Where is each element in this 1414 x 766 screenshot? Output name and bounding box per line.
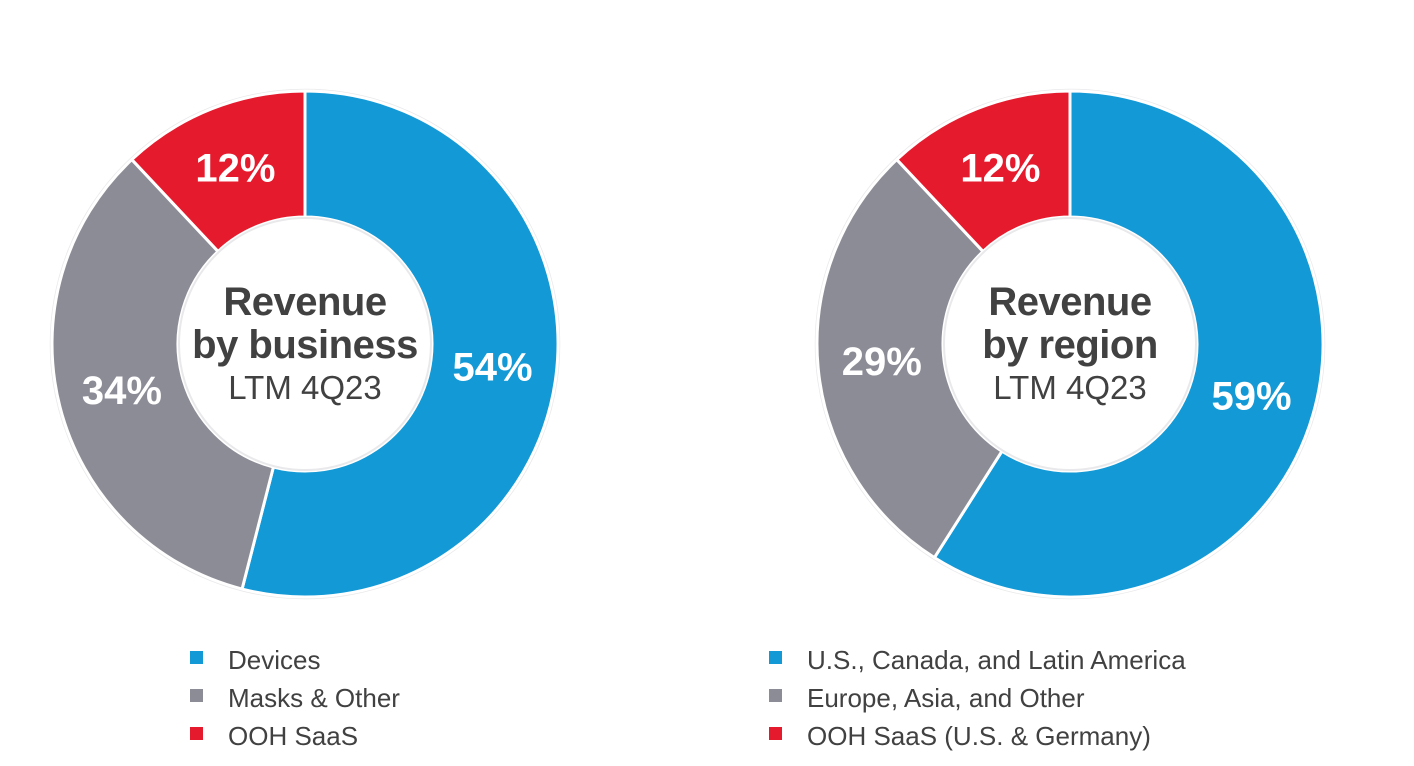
legend-label: OOH SaaS <box>228 721 359 751</box>
legend-marker-square <box>769 689 782 702</box>
legend-item-devices: Devices <box>190 646 400 675</box>
legend-marker-square <box>190 651 203 664</box>
legend-item-europe-asia-other: Europe, Asia, and Other <box>769 684 1186 713</box>
donut-inner-halo <box>178 217 432 471</box>
slice-percent-label-ooh-saas-u-s-germany: 12% <box>960 146 1040 190</box>
legend-marker-square <box>190 727 203 740</box>
legend-label: Europe, Asia, and Other <box>807 683 1085 713</box>
donut-slice-europe-asia-and-other <box>815 158 1004 560</box>
legend-label: Devices <box>228 645 321 675</box>
slice-percent-label-europe-asia-and-other: 29% <box>842 340 922 384</box>
legend-label: U.S., Canada, and Latin America <box>807 645 1186 675</box>
legend-item-masks-other: Masks & Other <box>190 684 400 713</box>
slice-percent-label-u-s-canada-and-latin-america: 59% <box>1211 375 1291 419</box>
legend-revenue-by-business: Devices Masks & Other OOH SaaS <box>190 646 400 751</box>
donut-chart-revenue-by-business: 54% 34% 12% <box>49 88 561 600</box>
legend-item-us-canada-latam: U.S., Canada, and Latin America <box>769 646 1186 675</box>
slice-percent-label-ooh-saas: 12% <box>195 146 275 190</box>
donut-inner-halo <box>943 217 1197 471</box>
legend-revenue-by-region: U.S., Canada, and Latin America Europe, … <box>769 646 1186 751</box>
donut-chart-revenue-by-region: 59% 29% 12% <box>814 88 1326 600</box>
legend-label: OOH SaaS (U.S. & Germany) <box>807 721 1151 751</box>
slice-percent-label-devices: 54% <box>452 346 532 390</box>
legend-marker-square <box>190 689 203 702</box>
slice-percent-label-masks-other: 34% <box>82 369 162 413</box>
legend-item-ooh-saas-us-germany: OOH SaaS (U.S. & Germany) <box>769 722 1186 751</box>
legend-marker-square <box>769 727 782 740</box>
legend-item-ooh-saas: OOH SaaS <box>190 722 400 751</box>
legend-marker-square <box>769 651 782 664</box>
legend-label: Masks & Other <box>228 683 400 713</box>
